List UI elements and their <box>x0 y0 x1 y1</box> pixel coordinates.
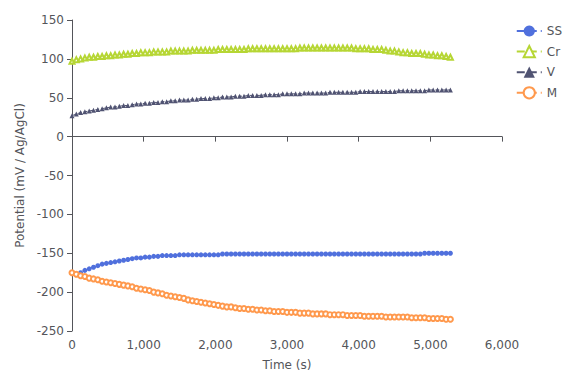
svg-text:M: M <box>547 86 557 100</box>
svg-text:-200: -200 <box>37 285 64 299</box>
svg-text:V: V <box>547 65 556 79</box>
svg-text:SS: SS <box>547 24 562 38</box>
svg-text:-150: -150 <box>37 246 64 260</box>
svg-text:4,000: 4,000 <box>341 338 375 352</box>
svg-text:-100: -100 <box>37 207 64 221</box>
svg-text:-250: -250 <box>37 324 64 338</box>
svg-text:150: 150 <box>41 13 64 27</box>
svg-text:3,000: 3,000 <box>270 338 304 352</box>
svg-text:6,000: 6,000 <box>485 338 519 352</box>
svg-text:5,000: 5,000 <box>413 338 447 352</box>
svg-text:0: 0 <box>68 338 76 352</box>
svg-text:1,000: 1,000 <box>126 338 160 352</box>
svg-text:Potential (mV / Ag/AgCl): Potential (mV / Ag/AgCl) <box>13 103 27 248</box>
svg-text:0: 0 <box>56 130 64 144</box>
svg-text:Cr: Cr <box>547 45 560 59</box>
svg-text:-50: -50 <box>44 169 64 183</box>
svg-text:100: 100 <box>41 52 64 66</box>
svg-text:50: 50 <box>49 91 64 105</box>
svg-text:2,000: 2,000 <box>198 338 232 352</box>
svg-text:Time (s): Time (s) <box>262 358 312 372</box>
